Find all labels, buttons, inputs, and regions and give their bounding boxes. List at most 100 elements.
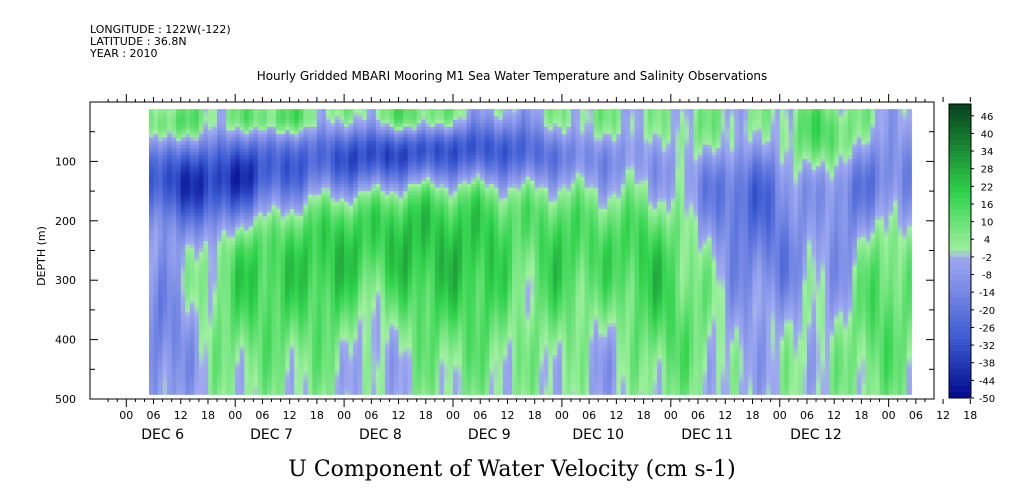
heatmap-cell <box>366 169 372 174</box>
heatmap-cell <box>421 383 427 388</box>
heatmap-cell <box>380 208 386 214</box>
heatmap-cell <box>153 155 159 160</box>
heatmap-cell <box>353 387 359 392</box>
heatmap-cell <box>412 372 418 378</box>
heatmap-cell <box>239 116 245 121</box>
heatmap-cell <box>339 358 345 363</box>
heatmap-cell <box>375 116 382 121</box>
heatmap-cell <box>353 226 359 231</box>
heatmap-cell <box>271 137 277 142</box>
heatmap-cell <box>262 390 268 395</box>
heatmap-cell <box>248 269 254 274</box>
heatmap-cell <box>398 223 404 228</box>
heatmap-cell <box>167 347 173 353</box>
heatmap-cell <box>430 162 436 167</box>
heatmap-cell <box>226 379 232 385</box>
heatmap-cell <box>321 226 327 231</box>
heatmap-cell <box>384 241 391 246</box>
heatmap-cell <box>425 130 431 135</box>
heatmap-cell <box>217 369 223 374</box>
heatmap-cell <box>226 130 232 135</box>
heatmap-cell <box>312 280 318 285</box>
heatmap-cell <box>307 219 313 224</box>
heatmap-cell <box>366 201 372 206</box>
heatmap-cell <box>239 216 245 221</box>
heatmap-cell <box>207 119 214 124</box>
heatmap-cell <box>162 183 168 189</box>
heatmap-cell <box>344 290 350 296</box>
heatmap-cell <box>176 223 182 228</box>
longitude-label: LONGITUDE : 122W(-122) <box>90 23 231 36</box>
heatmap-cell <box>403 333 409 338</box>
heatmap-cell <box>203 358 209 363</box>
heatmap-cell <box>325 376 332 381</box>
heatmap-cell <box>339 116 345 121</box>
heatmap-cell <box>235 372 241 378</box>
heatmap-cell <box>298 305 304 310</box>
heatmap-cell <box>425 137 431 142</box>
heatmap-cell <box>235 198 241 203</box>
heatmap-cell <box>298 173 304 178</box>
heatmap-cell <box>162 187 168 192</box>
heatmap-cell <box>339 340 345 345</box>
heatmap-cell <box>371 255 377 260</box>
heatmap-cell <box>185 191 191 196</box>
heatmap-cell <box>366 241 372 246</box>
heatmap-cell <box>271 362 277 367</box>
heatmap-cell <box>316 223 323 228</box>
heatmap-cell <box>262 144 268 149</box>
heatmap-cell <box>276 187 282 192</box>
heatmap-cell <box>353 258 359 263</box>
heatmap-cell <box>416 362 422 367</box>
heatmap-cell <box>280 187 286 192</box>
heatmap-cell <box>403 326 409 331</box>
heatmap-cell <box>253 126 259 132</box>
heatmap-cell <box>276 340 282 345</box>
heatmap-cell <box>262 298 268 303</box>
heatmap-cell <box>253 183 259 189</box>
heatmap-cell <box>221 198 227 203</box>
heatmap-cell <box>180 169 186 174</box>
heatmap-cell <box>357 294 363 299</box>
heatmap-cell <box>398 251 404 256</box>
heatmap-cell <box>194 301 200 306</box>
heatmap-cell <box>389 241 395 246</box>
heatmap-cell <box>148 219 155 224</box>
heatmap-cell <box>394 340 400 345</box>
heatmap-cell <box>357 109 363 114</box>
heatmap-cell <box>421 369 427 374</box>
heatmap-cell <box>280 376 286 381</box>
heatmap-cell <box>185 137 191 142</box>
heatmap-cell <box>262 379 268 385</box>
heatmap-cell <box>348 208 354 214</box>
heatmap-cell <box>366 337 372 342</box>
heatmap-cell <box>294 347 300 353</box>
heatmap-cell <box>185 376 191 381</box>
heatmap-cell <box>339 344 345 349</box>
heatmap-cell <box>362 126 368 132</box>
heatmap-cell <box>158 126 164 132</box>
heatmap-cell <box>239 230 245 235</box>
heatmap-cell <box>257 273 264 278</box>
heatmap-cell <box>375 205 382 210</box>
heatmap-cell <box>167 112 173 117</box>
heatmap-cell <box>266 340 273 345</box>
heatmap-cell <box>244 337 250 342</box>
heatmap-cell <box>285 183 291 189</box>
heatmap-cell <box>217 151 223 157</box>
heatmap-cell <box>203 251 209 256</box>
heatmap-cell <box>330 379 336 385</box>
heatmap-cell <box>217 223 223 228</box>
heatmap-cell <box>185 273 191 278</box>
heatmap-cell <box>335 244 341 249</box>
heatmap-cell <box>294 376 300 381</box>
heatmap-cell <box>271 276 277 281</box>
heatmap-cell <box>235 305 241 310</box>
heatmap-cell <box>162 255 168 260</box>
heatmap-cell <box>357 180 363 185</box>
heatmap-cell <box>203 237 209 242</box>
heatmap-cell <box>176 201 182 206</box>
heatmap-cell <box>262 130 268 135</box>
heatmap-cell <box>185 241 191 246</box>
heatmap-cell <box>298 265 304 271</box>
